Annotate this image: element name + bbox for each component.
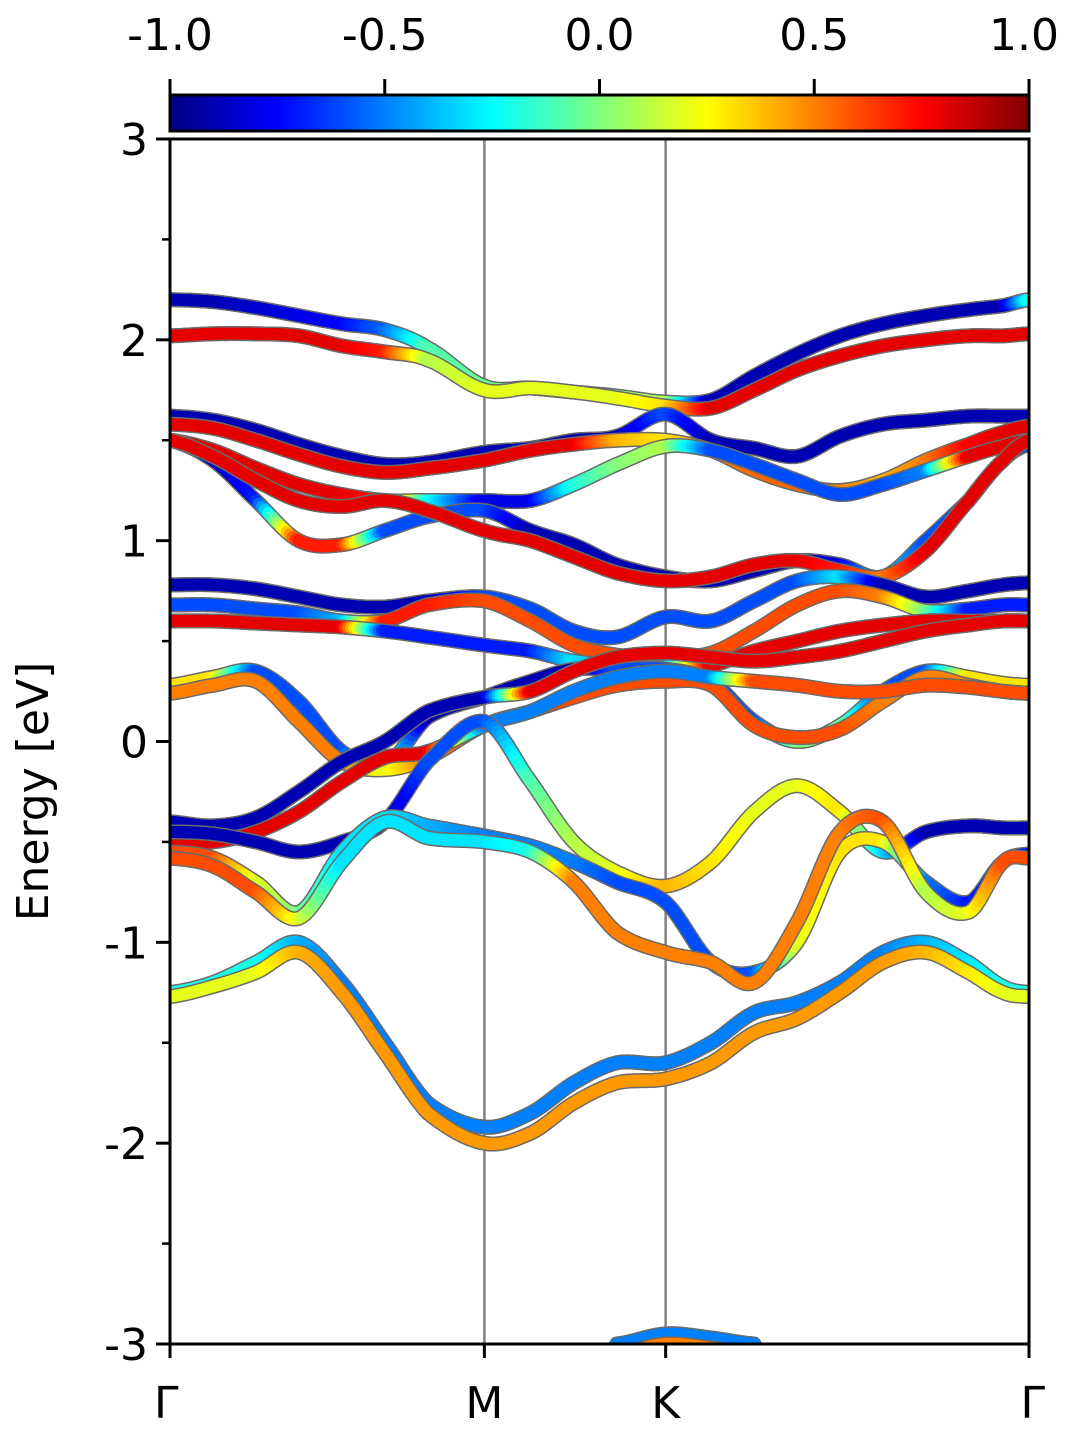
colorbar-tick-label: -0.5 — [342, 10, 428, 61]
colorbar-tick-label: 1.0 — [989, 10, 1059, 61]
colorbar-tick-label: -1.0 — [127, 10, 213, 61]
colorbar-tick-label: 0.5 — [779, 10, 849, 61]
colorbar-gradient — [168, 93, 1031, 133]
colorbar: -1.0 -0.5 0.0 0.5 1.0 — [127, 10, 1059, 133]
colorbar-tick-label: 0.0 — [565, 10, 635, 61]
plot-area — [170, 139, 1029, 1344]
band-1 — [170, 292, 1029, 411]
band-2 — [170, 326, 1029, 417]
band-18 — [170, 934, 1029, 1135]
